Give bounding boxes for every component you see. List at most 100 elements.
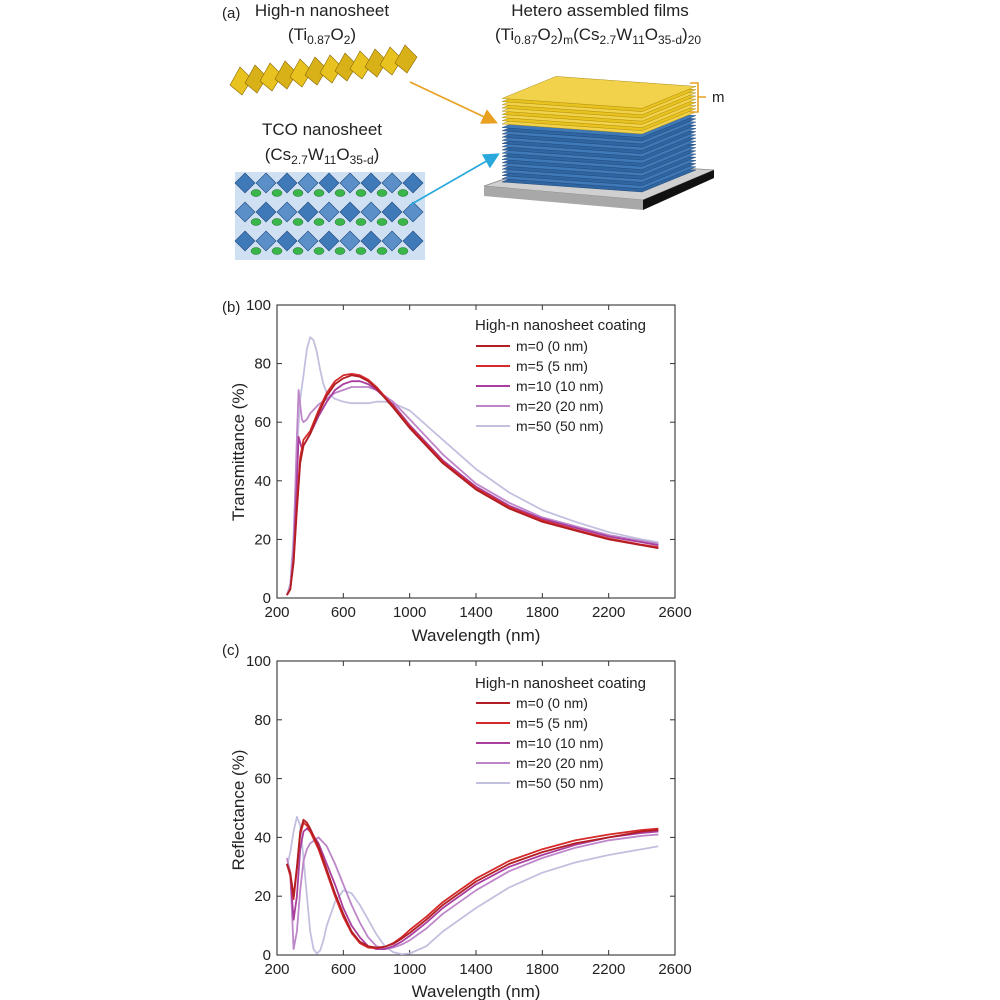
x-tick-label: 600: [331, 961, 356, 978]
hetero-formula: (Ti0.87O2)m(Cs2.7W11O35-d)20: [495, 25, 701, 47]
series-line-1: [286, 373, 659, 596]
legend-label-4: m=50 (50 nm): [516, 775, 604, 791]
cesium-atom: [376, 247, 388, 255]
cesium-atom: [250, 189, 262, 197]
tungsten-octahedron: [402, 172, 424, 194]
y-tick-label: 0: [263, 590, 271, 607]
legend-label-4: m=50 (50 nm): [516, 418, 604, 434]
cesium-atom: [271, 218, 283, 226]
arrow-tco-to-film: [409, 153, 500, 206]
chart-c-xlabel: Wavelength (nm): [412, 982, 541, 1000]
tungsten-octahedron: [339, 172, 361, 194]
highn-nanosheet-illustration: [229, 44, 418, 96]
tungsten-octahedron: [297, 172, 319, 194]
tungsten-octahedron: [360, 201, 382, 223]
legend-label-3: m=20 (20 nm): [516, 398, 604, 414]
series-line-2: [286, 827, 659, 950]
hetero-title: Hetero assembled films: [511, 1, 689, 20]
tungsten-octahedron: [339, 201, 361, 223]
tungsten-octahedron: [276, 172, 298, 194]
tungsten-octahedron: [297, 230, 319, 252]
cesium-atom: [250, 218, 262, 226]
cesium-atom: [355, 218, 367, 226]
panel-b: (b) Transmittance (%) Wavelength (nm) Hi…: [222, 297, 692, 645]
cesium-atom: [313, 189, 325, 197]
tungsten-octahedron: [255, 201, 277, 223]
cesium-atom: [292, 218, 304, 226]
cesium-atom: [271, 247, 283, 255]
tungsten-octahedron: [318, 230, 340, 252]
hetero-film-stack: [483, 76, 715, 210]
chart-c-legend-title: High-n nanosheet coating: [475, 675, 646, 692]
tungsten-octahedron: [276, 230, 298, 252]
tungsten-octahedron: [360, 172, 382, 194]
cesium-atom: [376, 218, 388, 226]
series-line-0: [286, 818, 659, 949]
series-line-3: [286, 833, 659, 950]
x-tick-label: 1000: [393, 604, 426, 621]
cesium-atom: [397, 218, 409, 226]
plot-frame: [276, 660, 676, 956]
legend-label-2: m=10 (10 nm): [516, 378, 604, 394]
cesium-atom: [355, 189, 367, 197]
y-tick-label: 100: [246, 297, 271, 314]
legend-label-3: m=20 (20 nm): [516, 755, 604, 771]
y-tick-label: 40: [254, 473, 271, 490]
cesium-atom: [355, 247, 367, 255]
y-tick-label: 20: [254, 888, 271, 905]
tco-formula: (Cs2.7W11O35-d): [265, 145, 380, 167]
substrate-side: [643, 170, 714, 210]
series-line-2: [286, 380, 659, 596]
cesium-atom: [271, 189, 283, 197]
cesium-atom: [397, 189, 409, 197]
tungsten-octahedron: [381, 172, 403, 194]
panel-a: (a) High-n nanosheet (Ti0.87O2) TCO nano…: [222, 1, 725, 260]
x-tick-label: 600: [331, 604, 356, 621]
plot-frame: [276, 304, 676, 599]
substrate-front: [484, 186, 643, 210]
cesium-atom: [313, 218, 325, 226]
panel-b-label: (b): [222, 299, 240, 316]
series-line-0: [286, 374, 659, 596]
y-tick-label: 80: [254, 712, 271, 729]
y-tick-label: 60: [254, 771, 271, 788]
cesium-atom: [376, 189, 388, 197]
cesium-atom: [250, 247, 262, 255]
tungsten-octahedron: [297, 201, 319, 223]
chart-b-ylabel: Transmittance (%): [229, 383, 248, 521]
y-tick-label: 20: [254, 531, 271, 548]
series-line-3: [286, 386, 659, 596]
highn-layer: [501, 76, 697, 109]
tungsten-octahedron: [381, 201, 403, 223]
panel-c-label: (c): [222, 642, 240, 659]
tungsten-octahedron: [339, 230, 361, 252]
legend-label-1: m=5 (5 nm): [516, 358, 588, 374]
cesium-atom: [334, 218, 346, 226]
cesium-atom: [397, 247, 409, 255]
tungsten-octahedron: [234, 172, 256, 194]
x-tick-label: 200: [264, 604, 289, 621]
legend-label-1: m=5 (5 nm): [516, 715, 588, 731]
x-tick-label: 1000: [393, 961, 426, 978]
x-tick-label: 2200: [592, 961, 625, 978]
legend-label-0: m=0 (0 nm): [516, 338, 588, 354]
y-tick-label: 40: [254, 829, 271, 846]
y-tick-label: 80: [254, 356, 271, 373]
cesium-atom: [292, 247, 304, 255]
series-line-4: [286, 336, 659, 596]
x-tick-label: 2600: [658, 961, 691, 978]
y-tick-label: 0: [263, 947, 271, 964]
chart-b-xlabel: Wavelength (nm): [412, 626, 541, 645]
panel-a-label: (a): [222, 5, 240, 22]
tungsten-octahedron: [255, 172, 277, 194]
tungsten-octahedron: [318, 201, 340, 223]
octahedron-shape: [394, 44, 418, 74]
tungsten-octahedron: [255, 230, 277, 252]
series-line-4: [286, 815, 659, 955]
chart-c-ylabel: Reflectance (%): [229, 750, 248, 871]
panel-c: (c) Reflectance (%) Wavelength (nm) High…: [222, 642, 692, 1000]
tungsten-octahedron: [234, 230, 256, 252]
tungsten-octahedron: [276, 201, 298, 223]
m-label: m: [712, 89, 725, 106]
